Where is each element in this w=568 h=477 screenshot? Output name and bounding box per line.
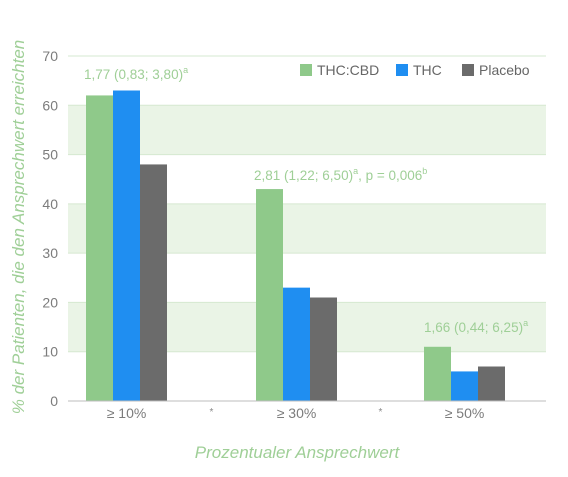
bar-thc [283,287,310,401]
separator-marks: * * [210,407,383,418]
bar-thc [113,90,140,401]
y-tick-label: 20 [42,294,58,310]
background-band [68,105,546,155]
y-tick-label: 70 [42,48,58,64]
x-axis-label: Prozentualer Ansprechwert [195,443,401,462]
bar-placebo [140,164,167,401]
separator-mark: * [379,407,383,418]
y-tick-label: 50 [42,147,58,163]
annotation-label: 2,81 (1,22; 6,50)a, p = 0,006b [254,166,427,183]
bar-thc-cbd [256,189,283,401]
legend-swatch [396,64,408,76]
legend-label: THC [413,62,442,78]
separator-mark: * [210,407,214,418]
bars [86,90,505,401]
legend-swatch [462,64,474,76]
legend: THC:CBD THC Placebo [300,62,530,78]
y-axis-label: % der Patienten, die den Ansprechwert er… [9,40,28,415]
x-tick-label: ≥ 50% [445,405,485,421]
y-tick-label: 40 [42,196,58,212]
bar-thc-cbd [86,95,113,401]
legend-label: THC:CBD [317,62,379,78]
y-axis-ticks: 0 10 20 30 40 50 60 70 [42,48,58,409]
annotation-sup: a [523,318,528,328]
annotation-tail: , p = 0,006 [358,168,422,183]
bar-placebo [310,297,337,401]
bar-thc [451,371,478,401]
y-tick-label: 60 [42,97,58,113]
x-tick-label: ≥ 30% [277,405,317,421]
x-axis-categories: ≥ 10% ≥ 30% ≥ 50% [107,405,485,421]
annotation-sup: b [422,166,427,176]
annotation-sup: a [183,65,188,75]
legend-swatch [300,64,312,76]
bar-annotations: 1,77 (0,83; 3,80)a 2,81 (1,22; 6,50)a, p … [84,65,528,335]
x-tick-label: ≥ 10% [107,405,147,421]
annotation-label: 1,77 (0,83; 3,80)a [84,65,188,82]
y-tick-label: 0 [50,393,58,409]
legend-label: Placebo [479,62,530,78]
annotation-sup: a [353,166,358,176]
annotation-label: 1,66 (0,44; 6,25)a [424,318,528,335]
bar-placebo [478,366,505,401]
y-tick-label: 10 [42,344,58,360]
y-tick-label: 30 [42,245,58,261]
bar-thc-cbd [424,346,451,401]
